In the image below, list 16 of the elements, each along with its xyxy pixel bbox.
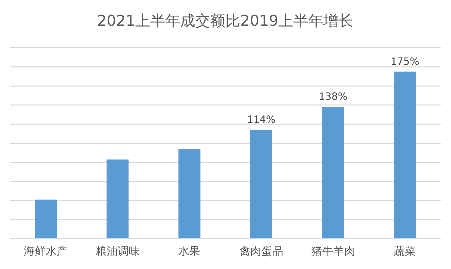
data-label: 114% xyxy=(247,115,276,126)
x-tick-label: 蔬菜 xyxy=(394,244,416,258)
x-tick-label: 猪牛羊肉 xyxy=(311,244,356,258)
x-tick-label: 粮油调味 xyxy=(96,244,140,258)
bar xyxy=(250,130,272,239)
chart-title: 2021上半年成交额比2019上半年增长 xyxy=(96,11,355,32)
bar xyxy=(394,72,416,239)
bar xyxy=(106,160,129,239)
data-label: 138% xyxy=(319,92,348,104)
x-tick-label: 海鲜水产 xyxy=(24,244,68,258)
data-label: 175% xyxy=(390,56,420,68)
x-tick-label: 水果 xyxy=(178,244,201,258)
bar xyxy=(322,107,344,239)
x-tick-label: 禽肉蛋品 xyxy=(239,244,284,258)
bar xyxy=(178,149,201,239)
bar xyxy=(35,200,57,239)
